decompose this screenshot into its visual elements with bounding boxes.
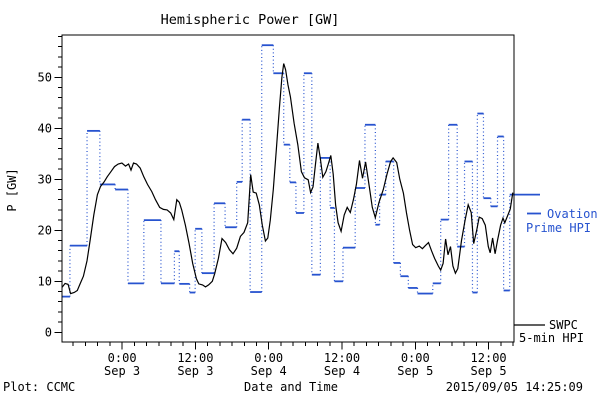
svg-text:Sep 3: Sep 3 <box>104 364 140 378</box>
svg-text:0:00: 0:00 <box>254 351 283 365</box>
chart-title: Hemispheric Power [GW] <box>161 12 340 28</box>
svg-text:Sep 4: Sep 4 <box>251 364 287 378</box>
swpc-legend-line2: 5-min HPI <box>519 331 584 345</box>
svg-text:0:00: 0:00 <box>108 351 137 365</box>
ovation-legend-line2: Prime HPI <box>526 221 591 235</box>
legend-swpc: SWPC 5-min HPI <box>514 318 584 345</box>
svg-text:40: 40 <box>38 121 52 135</box>
svg-text:Sep 4: Sep 4 <box>324 364 360 378</box>
ovation-legend-line1: Ovation <box>547 207 598 221</box>
x-axis-label: Date and Time <box>244 380 338 394</box>
svg-text:50: 50 <box>38 70 52 84</box>
y-axis-label: P [GW] <box>5 168 19 211</box>
svg-text:20: 20 <box>38 223 52 237</box>
svg-text:0:00: 0:00 <box>401 351 430 365</box>
svg-text:Sep 5: Sep 5 <box>397 364 433 378</box>
footer-timestamp: 2015/09/05 14:25:09 <box>446 380 583 394</box>
svg-text:Sep 3: Sep 3 <box>177 364 213 378</box>
svg-text:0: 0 <box>45 325 52 339</box>
svg-text:10: 10 <box>38 274 52 288</box>
footer-plot-source: Plot: CCMC <box>3 380 75 394</box>
svg-text:12:00: 12:00 <box>177 351 213 365</box>
plot-box <box>61 34 515 343</box>
legend-ovation: Ovation Prime HPI <box>526 207 598 235</box>
svg-text:12:00: 12:00 <box>471 351 507 365</box>
swpc-legend-line1: SWPC <box>549 318 578 332</box>
svg-text:30: 30 <box>38 172 52 186</box>
svg-text:Sep 5: Sep 5 <box>471 364 507 378</box>
svg-text:12:00: 12:00 <box>324 351 360 365</box>
